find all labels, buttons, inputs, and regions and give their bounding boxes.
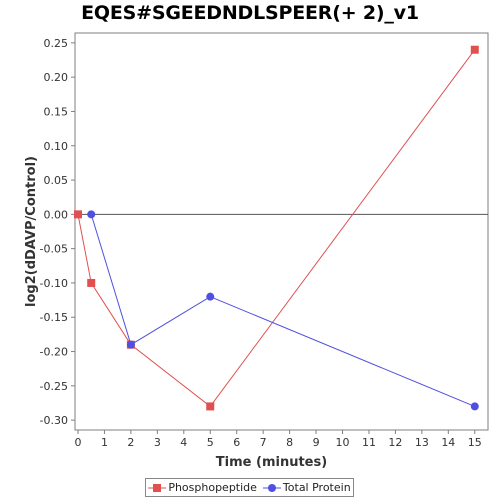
legend-square-marker-icon <box>148 483 167 492</box>
y-tick-label: 0.00 <box>44 208 69 221</box>
data-point-circle <box>470 402 479 411</box>
data-point-circle <box>206 292 215 301</box>
x-tick-label: 3 <box>154 436 161 449</box>
x-tick-label: 2 <box>127 436 134 449</box>
x-tick-label: 0 <box>75 436 82 449</box>
data-point-square <box>206 402 215 411</box>
y-tick-label: -0.20 <box>40 346 68 359</box>
y-tick-label: -0.30 <box>40 414 68 427</box>
x-tick-label: 9 <box>313 436 320 449</box>
chart-legend: Phosphopeptide Total Protein <box>145 478 354 497</box>
data-point-square <box>470 45 479 54</box>
x-tick-label: 5 <box>207 436 214 449</box>
x-tick-label: 11 <box>362 436 376 449</box>
data-point-square <box>74 210 82 219</box>
x-tick-label: 14 <box>441 436 455 449</box>
data-point-square <box>87 278 96 287</box>
x-tick-label: 6 <box>233 436 240 449</box>
y-tick-label: -0.25 <box>40 380 68 393</box>
y-tick-label: -0.10 <box>40 277 68 290</box>
x-tick-label: 1 <box>101 436 108 449</box>
legend-item-total-protein: Total Protein <box>262 481 351 494</box>
series-line-2 <box>90 214 475 407</box>
x-tick-label: 13 <box>415 436 429 449</box>
x-tick-label: 15 <box>468 436 482 449</box>
x-tick-label: 10 <box>336 436 350 449</box>
chart-title: EQES#SGEEDNDLSPEER(+ 2)_v1 <box>81 2 419 24</box>
x-tick-label: 4 <box>180 436 187 449</box>
plot-frame <box>74 32 489 431</box>
y-axis-title: log2(dDAVP/Control) <box>24 156 39 307</box>
series-line-1 <box>77 49 476 408</box>
data-point-circle <box>87 210 96 219</box>
legend-circle-marker-icon <box>262 483 281 492</box>
y-tick-label: -0.05 <box>40 243 68 256</box>
x-tick-label: 12 <box>388 436 402 449</box>
x-tick-label: 7 <box>260 436 267 449</box>
x-tick-label: 8 <box>286 436 293 449</box>
data-point-circle <box>126 340 135 349</box>
y-tick-label: 0.15 <box>44 105 69 118</box>
y-tick-label: 0.05 <box>44 174 69 187</box>
legend-item-phosphopeptide: Phosphopeptide <box>148 481 257 494</box>
y-tick-label: 0.10 <box>44 140 69 153</box>
y-tick-label: 0.20 <box>44 71 69 84</box>
y-tick-label: -0.15 <box>40 311 68 324</box>
y-tick-label: 0.25 <box>44 37 69 50</box>
x-axis-title: Time (minutes) <box>216 455 327 470</box>
legend-label-total-protein: Total Protein <box>282 481 351 494</box>
legend-label-phosphopeptide: Phosphopeptide <box>168 481 257 494</box>
